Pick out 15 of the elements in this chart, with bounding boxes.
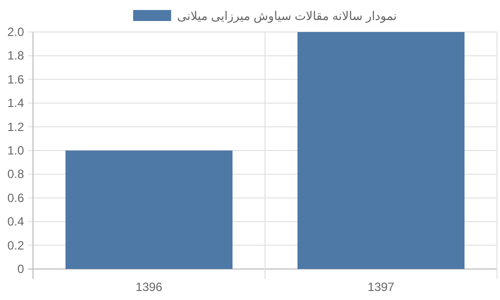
y-tick-label: 0.8 <box>7 167 24 182</box>
y-tick-label: 1.0 <box>7 144 24 158</box>
x-tick-label: 1397 <box>368 280 395 294</box>
y-tick-label: 0.4 <box>7 214 24 229</box>
x-tick-label: 1396 <box>136 280 163 294</box>
y-tick-label: 1.6 <box>7 72 24 86</box>
legend: نمودار سالانه مقالات سیاوش میرزایی میلانی <box>133 9 397 23</box>
y-tick-label: 2.0 <box>7 25 24 39</box>
legend-label: نمودار سالانه مقالات سیاوش میرزایی میلانی <box>177 9 397 23</box>
y-tick-label: 1.2 <box>7 120 24 134</box>
y-tick-label: 0.6 <box>7 190 24 205</box>
y-tick-label: 0.2 <box>7 238 24 252</box>
y-tick-label: 1.4 <box>7 96 24 110</box>
y-tick-label: 0 <box>17 262 24 276</box>
y-tick-label: 1.8 <box>7 48 24 63</box>
